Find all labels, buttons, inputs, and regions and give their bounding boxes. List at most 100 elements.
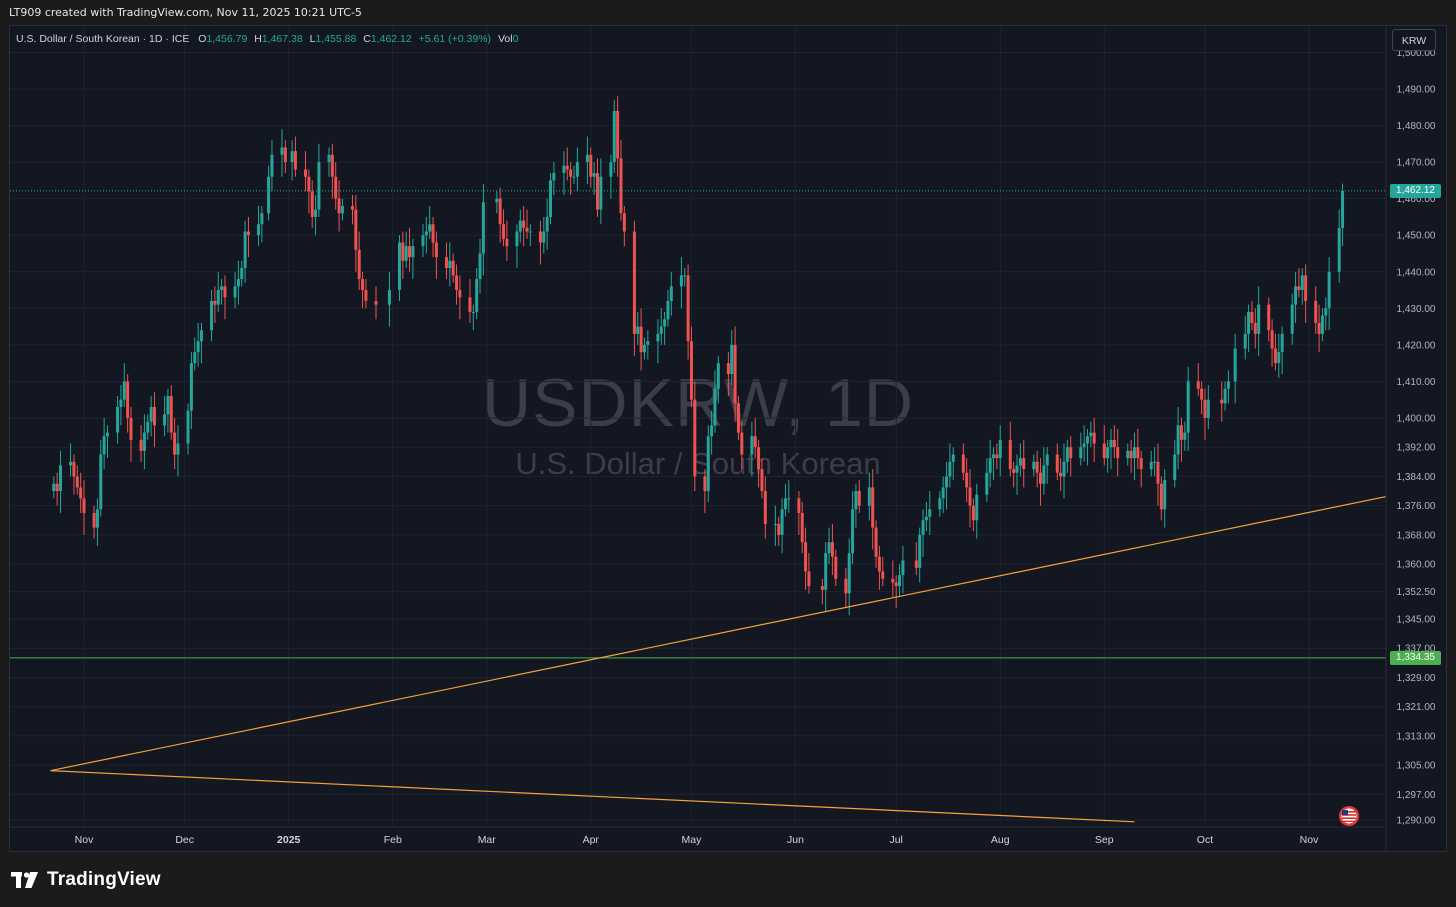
candle-body	[528, 231, 532, 233]
candle-body	[75, 476, 79, 488]
candle-body	[1153, 461, 1157, 463]
candle-body	[1079, 447, 1083, 459]
candle-body	[122, 381, 126, 400]
legend-close-value: 1,462.12	[370, 33, 412, 45]
candle-body	[411, 246, 415, 258]
candle-body	[693, 399, 697, 477]
candle-body	[549, 180, 553, 217]
candle-body	[1337, 227, 1341, 272]
candle-body	[52, 483, 56, 492]
time-tick-label: Nov	[1300, 834, 1319, 846]
legend-high-label: H	[254, 33, 262, 45]
candle-body	[1032, 461, 1036, 470]
candle-body	[780, 509, 784, 535]
candle-body	[894, 582, 898, 587]
candle-body	[1173, 454, 1177, 481]
candle-body	[176, 443, 180, 455]
price-tick-label: 1,345.00	[1397, 614, 1436, 625]
candle-body	[740, 432, 744, 455]
candle-body	[968, 487, 972, 506]
candle-body	[444, 257, 448, 269]
candle-body	[1035, 461, 1039, 473]
us-flag-icon[interactable]	[1338, 805, 1360, 827]
legend-symbol[interactable]: U.S. Dollar / South Korean · 1D · ICE	[16, 33, 190, 45]
candle-body	[656, 333, 660, 342]
candle-body	[455, 275, 459, 291]
candle-body	[1085, 436, 1089, 444]
candle-body	[478, 253, 482, 280]
candle-body	[773, 523, 777, 525]
attribution-text: LT909 created with TradingView.com, Nov …	[9, 6, 362, 19]
candle-body	[1045, 454, 1049, 466]
time-tick-label: Jul	[889, 834, 902, 846]
candle-body	[877, 556, 881, 572]
candle-body	[1290, 304, 1294, 334]
candle-body	[844, 578, 848, 594]
candle-body	[193, 352, 197, 364]
price-tick-label: 1,460.00	[1397, 194, 1436, 205]
candle-body	[1223, 388, 1227, 404]
candle-body	[612, 110, 616, 163]
symbol-legend[interactable]: U.S. Dollar / South Korean · 1D · ICE O1…	[16, 32, 522, 46]
candle-body	[679, 275, 683, 287]
candle-body	[921, 520, 925, 535]
candle-body	[216, 290, 220, 305]
candle-body	[686, 275, 690, 342]
price-tick-label: 1,337.00	[1397, 644, 1436, 655]
candle-body	[1270, 330, 1274, 349]
candle-body	[327, 154, 331, 163]
candle-body	[1294, 286, 1298, 305]
candle-body	[1176, 425, 1180, 455]
candle-body	[502, 224, 506, 239]
legend-change: +5.61 (+0.39%)	[418, 33, 492, 45]
candle-body	[105, 432, 109, 437]
candle-body	[569, 169, 573, 177]
time-tick-label: Feb	[384, 834, 402, 846]
candle-body	[545, 216, 549, 232]
tradingview-logo[interactable]: TradingView	[11, 869, 161, 891]
candle-body	[55, 483, 59, 492]
candle-body	[152, 406, 156, 426]
time-tick-label: Mar	[478, 834, 497, 846]
candle-body	[1112, 439, 1116, 448]
legend-close-label: C	[363, 33, 371, 45]
candle-body	[891, 578, 895, 583]
price-axis[interactable]: 1,290.00 1,297.00 1,305.00 1,313.00 1,321.00…	[1397, 48, 1436, 827]
candle-body	[361, 279, 365, 291]
candle-body	[401, 242, 405, 261]
candle-body	[642, 344, 646, 353]
candle-body	[1062, 461, 1066, 477]
price-tick-label: 1,500.00	[1397, 48, 1436, 59]
chart-pane[interactable]: USDKRW, 1D U.S. Dollar / South Korean 1,…	[9, 25, 1447, 852]
candle-body	[716, 363, 720, 389]
candle-body	[99, 454, 103, 510]
candlestick-chart[interactable]: 1,290.00 1,297.00 1,305.00 1,313.00 1,321.00…	[10, 26, 1446, 851]
candle-body	[804, 542, 808, 572]
candle-body	[257, 224, 261, 236]
candle-body	[1132, 447, 1136, 459]
candle-body	[525, 227, 529, 232]
candle-body	[408, 246, 412, 258]
time-axis[interactable]: Nov Dec 2025 Feb Mar Apr May Jun Jul Aug Sep Oct Nov	[75, 834, 1319, 846]
currency-button[interactable]: KRW	[1392, 29, 1436, 51]
price-tick-label: 1,290.00	[1397, 816, 1436, 827]
candle-body	[1233, 348, 1237, 382]
candle-body	[1257, 304, 1261, 334]
candle-body	[542, 231, 546, 243]
candle-body	[126, 381, 130, 418]
candle-body	[139, 439, 143, 451]
candle-body	[522, 220, 526, 228]
candle-body	[1015, 465, 1019, 473]
candle-body	[965, 472, 969, 488]
candle-body	[505, 238, 509, 247]
candle-body	[824, 553, 828, 590]
candle-body	[1273, 348, 1277, 364]
price-tick-label: 1,430.00	[1397, 304, 1436, 315]
price-tick-label: 1,321.00	[1397, 702, 1436, 713]
candle-body	[797, 498, 801, 513]
legend-high-value: 1,467.38	[261, 33, 303, 45]
candle-body	[871, 487, 875, 528]
candle-body	[397, 242, 401, 291]
candle-body	[1082, 443, 1086, 448]
candle-body	[243, 231, 247, 269]
